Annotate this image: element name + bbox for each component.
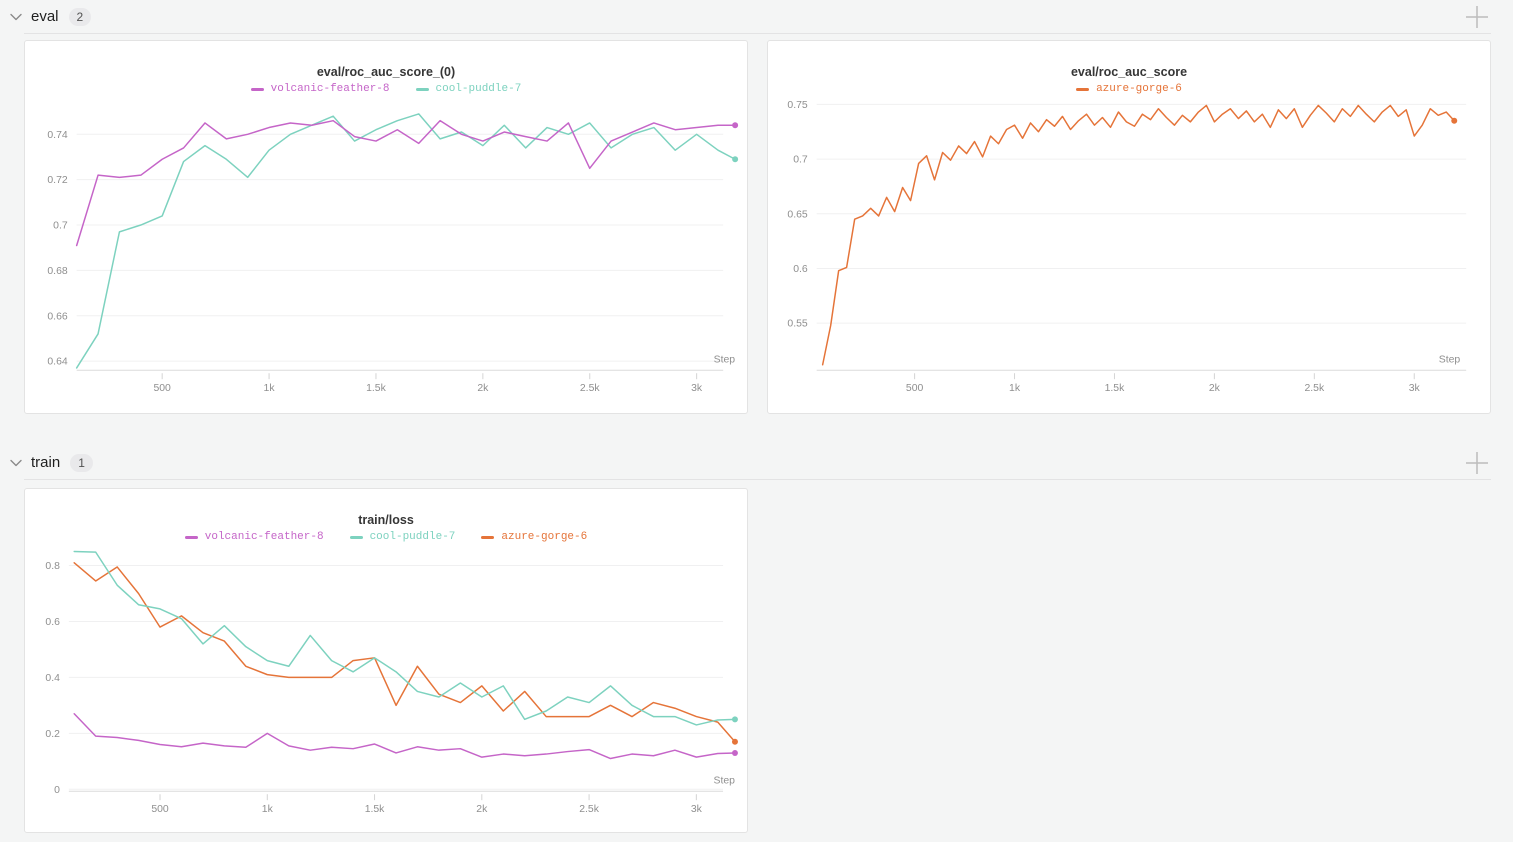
section-header-train: train 1 <box>0 446 1513 479</box>
chart-plot[interactable]: 0 0.2 0.4 0.6 0.8 500 1k 1.5k 2k 2.5k 3k Step <box>25 489 747 832</box>
x-tick-label: 2.5k <box>580 383 601 394</box>
legend-swatch <box>415 87 429 91</box>
x-tick-label: 500 <box>151 804 169 815</box>
legend-swatch <box>250 87 264 91</box>
x-tick-label: 3k <box>1409 383 1421 394</box>
x-axis-title: Step <box>714 775 736 786</box>
panel-eval-roc-auc-score[interactable]: eval/roc_auc_score azure-gorge-6 0.55 0.6… <box>767 40 1491 414</box>
chevron-down-icon[interactable] <box>10 459 22 467</box>
panel-train-loss[interactable]: train/loss volcanic-feather-8 cool-puddle… <box>24 488 748 833</box>
series-end-dot-azure-gorge-6 <box>731 738 738 745</box>
y-tick-label: 0.68 <box>47 266 68 277</box>
chart-plot[interactable]: 0.64 0.66 0.68 0.7 0.72 0.74 500 1k 1.5k 2k 2.5k 3k… <box>25 41 747 413</box>
series-end-dot-cool-puddle-7 <box>731 716 738 723</box>
section-divider <box>24 479 1491 480</box>
series-line-cool-puddle-7[interactable] <box>75 113 736 369</box>
panel-row-eval: eval/roc_auc_score_(0) volcanic-feather-… <box>0 34 1513 414</box>
y-tick-label: 0.6 <box>45 617 60 628</box>
y-tick-label: 0.6 <box>793 264 808 275</box>
y-tick-label: 0.72 <box>47 175 68 186</box>
series-line-azure-gorge-6[interactable] <box>821 104 1455 366</box>
y-tick-label: 0.55 <box>787 319 808 330</box>
y-tick-label: 0.75 <box>787 100 808 111</box>
legend-label: volcanic-feather-8 <box>270 83 390 95</box>
chart-title: eval/roc_auc_score <box>1070 65 1188 79</box>
series-end-dot-cool-puddle-7 <box>732 156 739 163</box>
plus-icon[interactable] <box>1463 3 1491 31</box>
y-tick-label: 0 <box>54 785 60 796</box>
x-tick-label: 1k <box>264 383 276 394</box>
section-count-badge: 2 <box>68 7 92 26</box>
x-tick-label: 500 <box>153 383 171 394</box>
chevron-down-icon[interactable] <box>10 13 22 21</box>
y-tick-label: 0.66 <box>47 311 68 322</box>
section-eval: eval 2 eval/roc_auc_score_(0) volcanic-f… <box>0 0 1513 414</box>
legend-swatch <box>1076 87 1090 91</box>
series-end-dot-volcanic-feather-8 <box>732 122 739 129</box>
chart-legend: azure-gorge-6 <box>768 83 1490 95</box>
x-tick-label: 3k <box>691 383 703 394</box>
section-count-badge: 1 <box>70 453 93 472</box>
x-tick-label: 1.5k <box>365 804 385 815</box>
x-tick-label: 2k <box>1209 383 1221 394</box>
legend-swatch <box>349 535 363 539</box>
y-tick-label: 0.4 <box>45 673 60 684</box>
chart-plot[interactable]: 0.55 0.6 0.65 0.7 0.75 500 1k 1.5k 2k 2.5k 3k Step <box>768 41 1490 413</box>
legend-item-azure-gorge-6[interactable]: azure-gorge-6 <box>481 531 587 543</box>
x-axis-title: Step <box>714 354 736 365</box>
x-tick-label: 3k <box>691 804 703 815</box>
x-tick-label: 1k <box>1009 383 1021 394</box>
legend-label: volcanic-feather-8 <box>204 531 324 543</box>
series-end-dot-volcanic-feather-8 <box>731 749 738 756</box>
x-tick-label: 2k <box>476 804 488 815</box>
chart-title: train/loss <box>358 513 414 527</box>
y-tick-label: 0.7 <box>793 155 808 166</box>
plus-icon[interactable] <box>1463 449 1491 477</box>
legend-item-azure-gorge-6[interactable]: azure-gorge-6 <box>1076 83 1182 95</box>
panel-eval-roc-auc-score-0[interactable]: eval/roc_auc_score_(0) volcanic-feather-… <box>24 40 748 414</box>
chart-legend: volcanic-feather-8 cool-puddle-7 azure-gor… <box>25 531 747 543</box>
chart-title: eval/roc_auc_score_(0) <box>316 65 456 79</box>
chart-legend: volcanic-feather-8 cool-puddle-7 <box>25 83 747 95</box>
legend-item-cool-puddle-7[interactable]: cool-puddle-7 <box>415 83 522 95</box>
series-line-azure-gorge-6[interactable] <box>73 562 736 743</box>
legend-swatch <box>184 535 198 539</box>
section-train: train 1 train/loss volcanic-feather-8 coo… <box>0 446 1513 833</box>
y-tick-label: 0.64 <box>47 357 68 368</box>
legend-item-volcanic-feather-8[interactable]: volcanic-feather-8 <box>184 531 324 543</box>
x-tick-label: 2.5k <box>1304 383 1325 394</box>
section-title-train[interactable]: train <box>31 454 61 471</box>
panel-row-train: train/loss volcanic-feather-8 cool-puddle… <box>0 480 1513 833</box>
y-tick-label: 0.2 <box>45 729 60 740</box>
legend-label: cool-puddle-7 <box>435 83 522 95</box>
legend-label: cool-puddle-7 <box>369 531 456 543</box>
y-tick-label: 0.7 <box>53 221 68 232</box>
x-tick-label: 1k <box>262 804 274 815</box>
legend-swatch <box>481 535 495 539</box>
series-line-cool-puddle-7[interactable] <box>73 550 736 726</box>
x-tick-label: 1.5k <box>366 383 387 394</box>
legend-label: azure-gorge-6 <box>501 531 588 543</box>
section-header-eval: eval 2 <box>0 0 1513 33</box>
y-tick-label: 0.8 <box>45 561 60 572</box>
series-line-volcanic-feather-8[interactable] <box>75 119 736 247</box>
legend-item-volcanic-feather-8[interactable]: volcanic-feather-8 <box>250 83 390 95</box>
y-tick-label: 0.65 <box>787 209 808 220</box>
series-end-dot-azure-gorge-6 <box>1451 117 1458 124</box>
x-tick-label: 500 <box>906 383 924 394</box>
section-title-eval[interactable]: eval <box>31 8 59 25</box>
legend-label: azure-gorge-6 <box>1096 83 1182 95</box>
x-tick-label: 2.5k <box>579 804 599 815</box>
legend-item-cool-puddle-7[interactable]: cool-puddle-7 <box>349 531 456 543</box>
section-divider <box>24 33 1491 34</box>
x-axis-title: Step <box>1439 354 1461 365</box>
series-line-volcanic-feather-8[interactable] <box>73 713 736 760</box>
y-tick-label: 0.74 <box>47 130 68 141</box>
x-tick-label: 2k <box>477 383 489 394</box>
x-tick-label: 1.5k <box>1105 383 1126 394</box>
